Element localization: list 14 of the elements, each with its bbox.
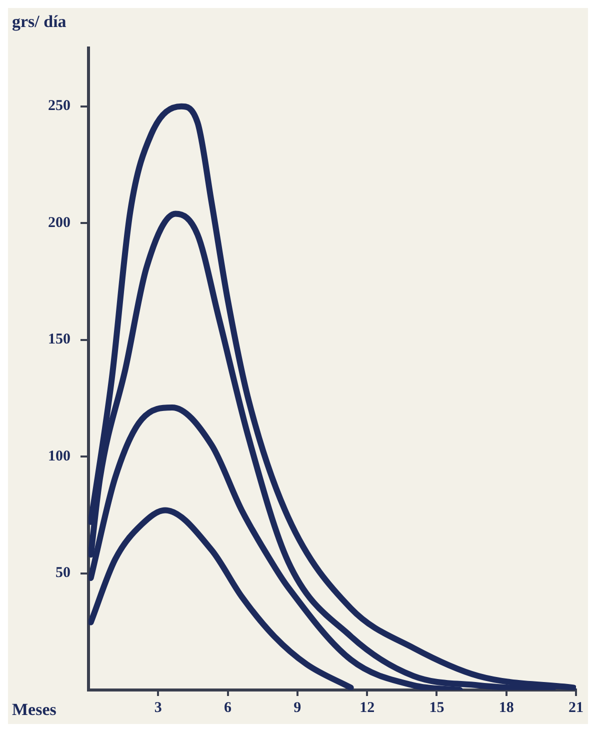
y-tick-label: 50	[56, 565, 70, 582]
x-tick-label: 21	[568, 700, 584, 716]
x-tick-label: 18	[498, 700, 514, 716]
y-tick-label: 100	[48, 448, 70, 464]
y-axis-title: grs/ día	[12, 12, 66, 32]
x-tick-label: 15	[429, 700, 444, 716]
x-tick-label: 12	[360, 700, 375, 716]
y-tick-label: 250	[48, 98, 70, 114]
x-tick-label: 9	[294, 700, 302, 716]
y-tick-label: 200	[48, 214, 70, 231]
x-tick-label: 6	[224, 700, 232, 716]
x-axis-title: Meses	[12, 700, 56, 720]
y-tick-label: 150	[48, 332, 70, 348]
x-tick-label: 3	[154, 700, 162, 716]
